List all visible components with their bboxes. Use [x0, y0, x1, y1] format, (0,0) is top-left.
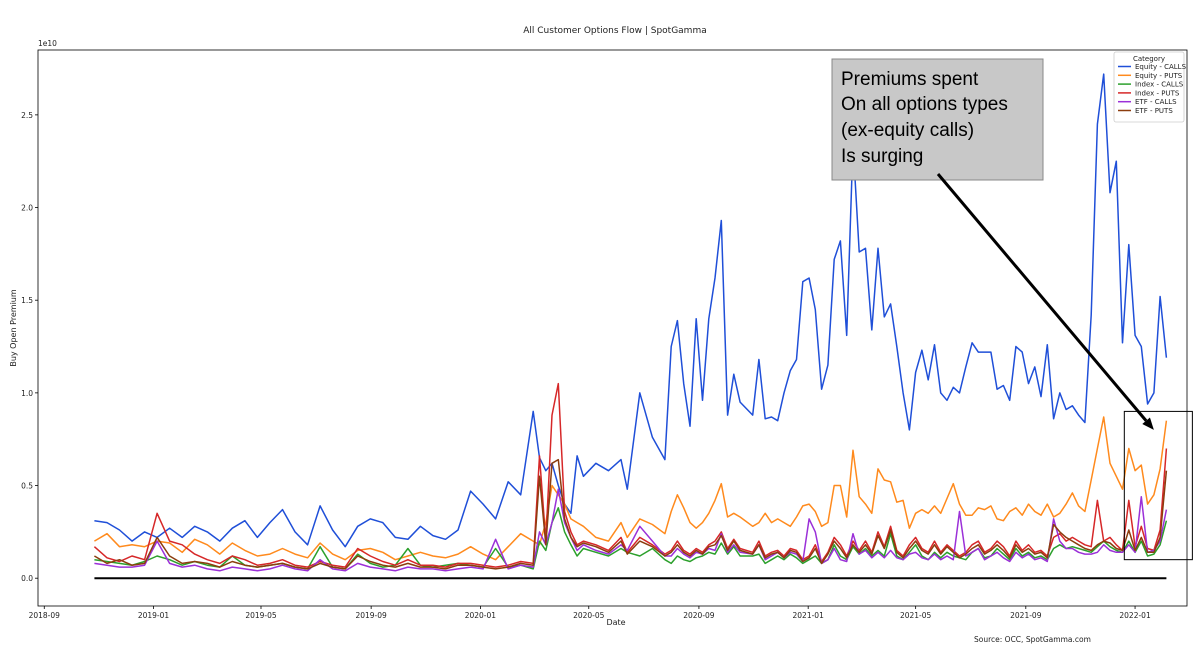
y-tick-label: 0.5	[21, 482, 33, 491]
y-tick-label: 0.0	[21, 574, 33, 583]
annotation: Premiums spent On all options types (ex-…	[831, 58, 1154, 430]
x-tick-label: 2019-09	[355, 611, 387, 620]
x-tick-label: 2020-09	[683, 611, 715, 620]
x-tick-label: 2019-01	[138, 611, 170, 620]
x-tick-label: 2019-05	[245, 611, 277, 620]
legend-label: Index - PUTS	[1135, 89, 1180, 97]
y-tick-label: 2.5	[21, 111, 33, 120]
x-tick-label: 2021-09	[1010, 611, 1042, 620]
y-axis: 0.0 0.5 1.0 1.5 2.0 2.5	[21, 111, 38, 583]
legend-label: ETF - PUTS	[1135, 107, 1173, 115]
series-line-1	[94, 73, 1168, 548]
y-axis-title: Buy Open Premium	[9, 289, 18, 367]
highlight-box	[1123, 410, 1193, 561]
annotation-arrow	[936, 173, 1148, 422]
plot-frame	[37, 49, 1188, 607]
annotation-line-2: On all options types	[841, 94, 1008, 115]
series-layer	[93, 73, 1168, 572]
x-tick-label: 2021-05	[900, 611, 932, 620]
x-tick-label: 2020-05	[573, 611, 605, 620]
x-axis: 2018-09 2019-01 2019-05 2019-09 2020-01 2020-…	[29, 606, 1151, 620]
x-tick-label: 2020-01	[465, 611, 497, 620]
annotation-arrowhead	[1142, 417, 1154, 430]
y-tick-label: 1.5	[21, 296, 33, 305]
x-tick-label: 2021-01	[793, 611, 825, 620]
legend-label: ETF - CALLS	[1135, 98, 1177, 106]
x-tick-label: 2018-09	[29, 611, 61, 620]
x-tick-label: 2022-01	[1119, 611, 1151, 620]
series-line-4	[93, 382, 1168, 568]
y-tick-label: 1.0	[21, 389, 33, 398]
chart-title: All Customer Options Flow | SpotGamma	[523, 26, 706, 36]
legend-title: Category	[1133, 55, 1165, 63]
annotation-line-1: Premiums spent	[841, 69, 979, 90]
annotation-line-4: Is surging	[841, 146, 923, 167]
legend-box	[1113, 51, 1185, 123]
source-note: Source: OCC, SpotGamma.com	[974, 635, 1091, 644]
series-line-6	[94, 458, 1168, 570]
y-axis-multiplier: 1e10	[38, 39, 57, 48]
series-line-2	[94, 416, 1168, 561]
x-axis-title: Date	[606, 618, 625, 627]
annotation-line-3: (ex-equity calls)	[841, 120, 974, 141]
y-tick-label: 2.0	[21, 204, 33, 213]
legend-label: Equity - PUTS	[1135, 72, 1183, 80]
annotation-box	[831, 58, 1044, 181]
legend-label: Index - CALLS	[1135, 81, 1184, 89]
legend-label: Equity - CALLS	[1135, 63, 1187, 71]
